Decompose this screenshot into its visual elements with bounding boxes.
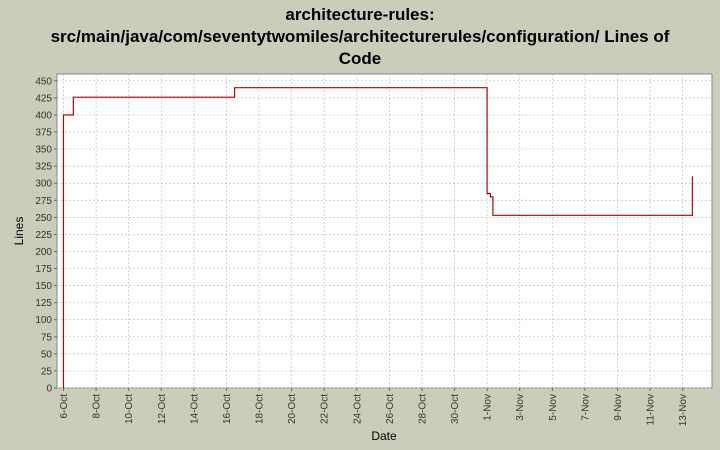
y-tick-label: 125 <box>35 298 52 309</box>
y-tick-label: 175 <box>35 264 52 275</box>
x-tick-label: 7-Nov <box>580 394 591 421</box>
y-tick-label: 200 <box>35 247 52 258</box>
x-tick-label: 20-Oct <box>287 394 298 424</box>
series-layer <box>62 87 694 388</box>
x-tick-label: 1-Nov <box>483 394 494 421</box>
y-tick-label: 325 <box>35 162 52 173</box>
y-tick-label: 450 <box>35 76 52 87</box>
plot-area <box>56 73 713 389</box>
y-tick-label: 350 <box>35 145 52 156</box>
x-tick-label: 5-Nov <box>548 394 559 421</box>
x-tick-label: 6-Oct <box>59 394 70 419</box>
series-line <box>62 87 694 388</box>
x-axis-ticks: 6-Oct 8-Oct 10-Oct 12-Oct 14-Oct 16-Oct 18-Oct… <box>59 388 689 426</box>
x-tick-label: 12-Oct <box>157 394 168 424</box>
x-tick-label: 16-Oct <box>222 394 233 424</box>
grid-lines <box>57 74 712 389</box>
y-tick-label: 375 <box>35 128 52 139</box>
y-tick-label: 300 <box>35 179 52 190</box>
x-tick-label: 18-Oct <box>255 394 266 424</box>
y-tick-label: 150 <box>35 281 52 292</box>
x-tick-label: 24-Oct <box>352 394 363 424</box>
y-axis-label: Lines <box>12 217 26 246</box>
x-tick-label: 28-Oct <box>417 394 428 424</box>
x-tick-label: 14-Oct <box>189 394 200 424</box>
y-tick-label: 225 <box>35 230 52 241</box>
x-tick-label: 9-Nov <box>613 394 624 421</box>
y-axis-ticks: 0 25 50 75 100 125 150 175 200 225 250 275 300 325 350… <box>35 76 57 395</box>
y-tick-label: 400 <box>35 110 52 121</box>
y-tick-label: 75 <box>41 332 53 343</box>
chart-title-line-3: Code <box>338 49 382 68</box>
y-tick-label: 100 <box>35 315 52 326</box>
y-tick-label: 0 <box>46 384 52 395</box>
x-tick-label: 13-Nov <box>678 394 689 426</box>
y-tick-label: 50 <box>41 349 53 360</box>
y-tick-label: 425 <box>35 93 52 104</box>
y-tick-label: 250 <box>35 213 52 224</box>
x-tick-label: 22-Oct <box>320 394 331 424</box>
x-axis-label: Date <box>371 429 397 443</box>
x-tick-label: 3-Nov <box>515 394 526 421</box>
x-tick-label: 30-Oct <box>450 394 461 424</box>
y-tick-label: 25 <box>41 366 53 377</box>
x-tick-label: 10-Oct <box>124 394 135 424</box>
x-tick-label: 8-Oct <box>92 394 103 419</box>
x-tick-label: 26-Oct <box>385 394 396 424</box>
x-tick-label: 11-Nov <box>646 394 657 426</box>
chart-title-line-2: src/main/java/com/seventytwomiles/archit… <box>50 27 670 46</box>
chart-title-line-1: architecture-rules: <box>285 5 435 24</box>
y-tick-label: 275 <box>35 196 52 207</box>
